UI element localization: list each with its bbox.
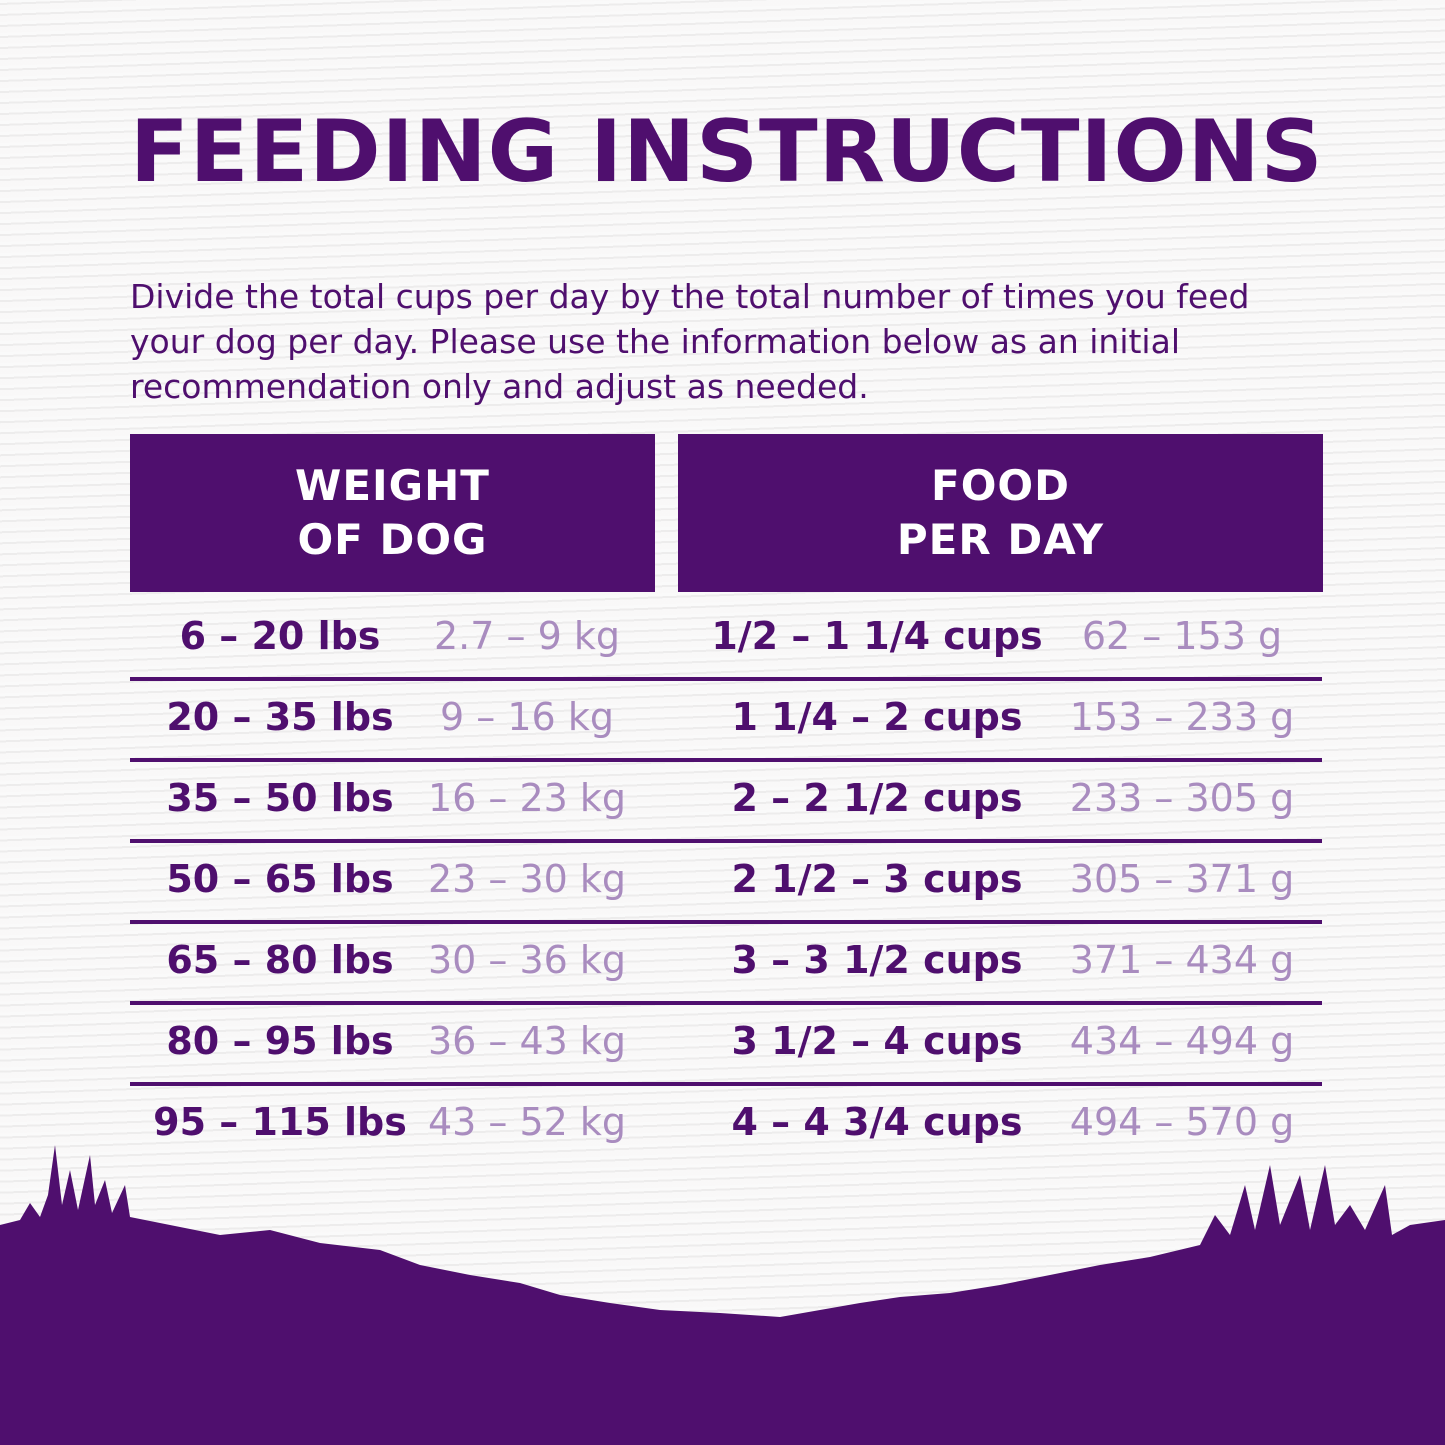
table-row: 95 – 115 lbs 43 – 52 kg 4 – 4 3/4 cups 494 … xyxy=(130,1086,1322,1167)
intro-text: Divide the total cups per day by the tot… xyxy=(130,277,1250,406)
row-divider xyxy=(130,1001,1322,1005)
cell-lbs: 80 – 95 lbs xyxy=(166,1019,394,1063)
header-food-per-day: FOOD PER DAY xyxy=(678,434,1323,592)
cell-kg: 43 – 52 kg xyxy=(427,1100,627,1144)
cell-grams: 62 – 153 g xyxy=(1081,614,1283,658)
cell-kg: 9 – 16 kg xyxy=(440,695,614,739)
cell-lbs: 35 – 50 lbs xyxy=(166,776,394,820)
row-divider xyxy=(130,677,1322,681)
cell-cups: 3 1/2 – 4 cups xyxy=(731,1019,1023,1063)
header-line: PER DAY xyxy=(896,515,1105,564)
header-line: WEIGHT xyxy=(295,461,490,510)
cell-grams: 434 – 494 g xyxy=(1069,1019,1295,1063)
table-row: 50 – 65 lbs 23 – 30 kg 2 1/2 – 3 cups 305 –… xyxy=(130,843,1322,924)
cell-kg: 23 – 30 kg xyxy=(427,857,627,901)
cell-grams: 305 – 371 g xyxy=(1069,857,1295,901)
cell-grams: 371 – 434 g xyxy=(1069,938,1295,982)
cell-kg: 30 – 36 kg xyxy=(427,938,627,982)
row-divider xyxy=(130,1082,1322,1086)
grass-silhouette xyxy=(0,1145,1445,1445)
cell-cups: 3 – 3 1/2 cups xyxy=(731,938,1023,982)
cell-cups: 2 – 2 1/2 cups xyxy=(731,776,1023,820)
row-divider xyxy=(130,839,1322,843)
header-weight-of-dog: WEIGHT OF DOG xyxy=(130,434,655,592)
cell-lbs: 65 – 80 lbs xyxy=(166,938,394,982)
cell-cups: 4 – 4 3/4 cups xyxy=(731,1100,1023,1144)
cell-kg: 16 – 23 kg xyxy=(427,776,627,820)
table-row: 6 – 20 lbs 2.7 – 9 kg 1/2 – 1 1/4 cups 62 –… xyxy=(130,600,1322,681)
cell-lbs: 6 – 20 lbs xyxy=(179,614,381,658)
header-line: OF DOG xyxy=(297,515,488,564)
cell-lbs: 50 – 65 lbs xyxy=(166,857,394,901)
cell-lbs: 95 – 115 lbs xyxy=(153,1100,407,1144)
cell-grams: 233 – 305 g xyxy=(1069,776,1295,820)
page-title: FEEDING INSTRUCTIONS xyxy=(130,102,1324,202)
header-line: FOOD xyxy=(931,461,1070,510)
cell-kg: 2.7 – 9 kg xyxy=(434,614,620,658)
cell-cups: 2 1/2 – 3 cups xyxy=(731,857,1023,901)
table-row: 65 – 80 lbs 30 – 36 kg 3 – 3 1/2 cups 371 –… xyxy=(130,924,1322,1005)
cell-cups: 1/2 – 1 1/4 cups xyxy=(711,614,1043,658)
table-row: 35 – 50 lbs 16 – 23 kg 2 – 2 1/2 cups 233 –… xyxy=(130,762,1322,843)
row-divider xyxy=(130,920,1322,924)
row-divider xyxy=(130,758,1322,762)
cell-lbs: 20 – 35 lbs xyxy=(166,695,394,739)
cell-kg: 36 – 43 kg xyxy=(427,1019,627,1063)
cell-cups: 1 1/4 – 2 cups xyxy=(731,695,1023,739)
table-row: 80 – 95 lbs 36 – 43 kg 3 1/2 – 4 cups 434 –… xyxy=(130,1005,1322,1086)
cell-grams: 153 – 233 g xyxy=(1069,695,1295,739)
table-row: 20 – 35 lbs 9 – 16 kg 1 1/4 – 2 cups 153 – … xyxy=(130,681,1322,762)
cell-grams: 494 – 570 g xyxy=(1069,1100,1295,1144)
